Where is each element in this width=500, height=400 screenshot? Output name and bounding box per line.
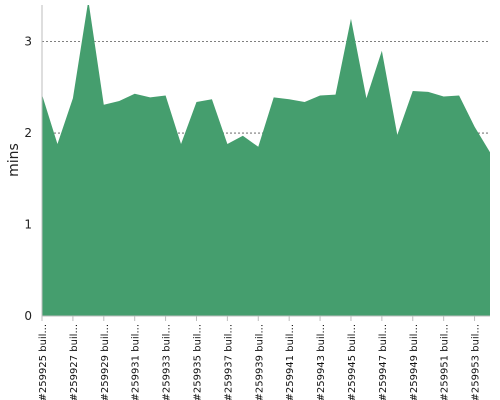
y-axis-label: mins: [6, 143, 22, 177]
x-tick-label: #259953 buil...: [471, 324, 482, 400]
y-tick-label: 1: [24, 218, 32, 232]
x-tick-label: #259947 buil...: [378, 324, 389, 400]
x-tick-label: #259945 buil...: [347, 324, 358, 400]
x-tick-label: #259949 buil...: [409, 324, 420, 400]
x-tick-label: #259925 buil...: [38, 324, 49, 400]
x-tick-label: #259943 buil...: [316, 324, 327, 400]
series-area: [42, 5, 490, 316]
x-tick-label: #259931 buil...: [131, 324, 142, 400]
x-tick-label: #259927 buil...: [69, 324, 80, 400]
x-tick-label: #259933 buil...: [162, 324, 173, 400]
y-tick-label: 2: [24, 126, 32, 140]
axes: [41, 5, 490, 321]
y-tick-labels: 0 1 2 3: [24, 35, 32, 323]
x-tick-label: #259939 buil...: [254, 324, 265, 400]
x-tick-label: #259951 buil...: [440, 324, 451, 400]
x-tick-label: #259935 buil...: [192, 324, 203, 400]
y-tick-label: 3: [24, 35, 32, 49]
y-tick-label: 0: [24, 309, 32, 323]
x-tick-label: #259937 buil...: [223, 324, 234, 400]
x-tick-label: #259929 buil...: [100, 324, 111, 400]
x-tick-label: #259941 buil...: [285, 324, 296, 400]
x-tick-labels: #259925 buil... #259927 buil... #259929 bu…: [38, 324, 482, 400]
